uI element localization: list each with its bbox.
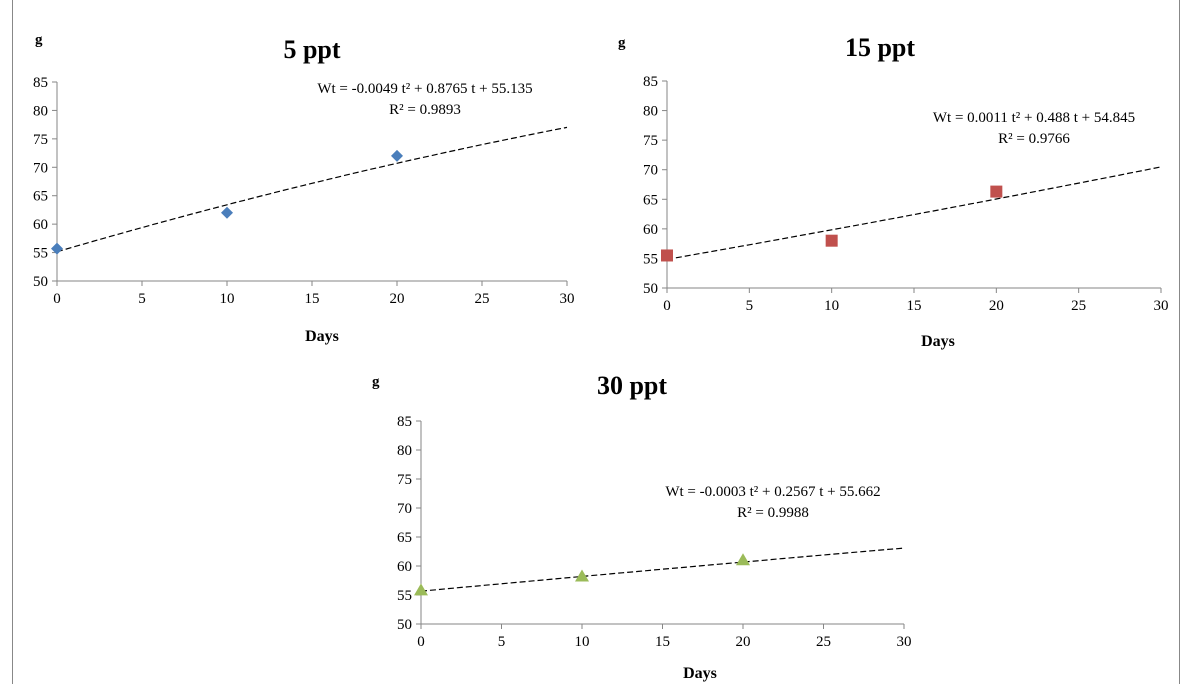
chart-15ppt: g 15 ppt Days Wt = 0.0011 t² + 0.488 t +…: [618, 33, 1169, 350]
chart-30ppt-xlabel: Days: [683, 665, 717, 682]
chart-5ppt-ylabel: g: [35, 32, 43, 48]
data-point: [51, 242, 63, 255]
chart-5ppt-xlabel: Days: [305, 328, 339, 345]
x-tick-label: 15: [907, 298, 922, 314]
y-tick-label: 85: [33, 75, 48, 91]
x-tick-label: 25: [475, 291, 490, 307]
y-tick-label: 75: [397, 472, 412, 488]
y-tick-label: 55: [643, 251, 658, 267]
x-tick-label: 5: [498, 634, 506, 650]
x-tick-label: 15: [655, 634, 670, 650]
chart-15ppt-xlabel: Days: [921, 333, 955, 350]
data-point: [661, 249, 673, 262]
figure-frame: [12, 0, 1180, 684]
x-tick-label: 20: [736, 634, 751, 650]
x-tick-label: 5: [138, 291, 146, 307]
x-tick-label: 20: [390, 291, 405, 307]
x-tick-label: 30: [897, 634, 912, 650]
y-tick-label: 80: [397, 443, 412, 459]
y-tick-label: 65: [397, 530, 412, 546]
x-tick-label: 25: [1071, 298, 1086, 314]
y-tick-label: 75: [33, 132, 48, 148]
chart-15ppt-ylabel: g: [618, 35, 626, 51]
x-tick-label: 10: [220, 291, 235, 307]
chart-15ppt-title: 15 ppt: [845, 33, 915, 62]
x-tick-label: 30: [560, 291, 575, 307]
y-tick-label: 55: [397, 588, 412, 604]
y-tick-label: 55: [33, 246, 48, 262]
chart-5ppt-title: 5 ppt: [283, 35, 340, 64]
y-tick-label: 65: [33, 189, 48, 205]
y-tick-label: 85: [397, 414, 412, 430]
y-tick-label: 70: [643, 163, 658, 179]
data-point: [825, 234, 838, 247]
y-tick-label: 70: [33, 160, 48, 176]
x-tick-label: 30: [1154, 298, 1169, 314]
chart-5ppt-r2: R² = 0.9893: [389, 102, 461, 118]
chart-5ppt-plot: 50 55 60 65 70 75 80 85 0 5 10 15 20 25 30: [33, 75, 575, 307]
y-tick-label: 80: [33, 103, 48, 119]
trendline: [666, 166, 1162, 260]
data-point: [575, 569, 589, 582]
x-tick-label: 20: [989, 298, 1004, 314]
trendline: [420, 547, 905, 592]
chart-30ppt: g 30 ppt Days Wt = -0.0003 t² + 0.2567 t…: [372, 371, 912, 682]
data-point: [414, 583, 428, 596]
x-tick-label: 10: [824, 298, 839, 314]
y-tick-label: 50: [33, 274, 48, 290]
chart-30ppt-equation: Wt = -0.0003 t² + 0.2567 t + 55.662: [665, 484, 880, 500]
y-tick-label: 60: [33, 217, 48, 233]
x-tick-label: 0: [663, 298, 671, 314]
x-tick-label: 10: [575, 634, 590, 650]
trendline: [56, 126, 568, 253]
data-point: [221, 206, 233, 219]
x-tick-label: 5: [746, 298, 754, 314]
data-point: [391, 149, 403, 162]
y-tick-label: 60: [643, 222, 658, 238]
chart-5ppt: g 5 ppt Days Wt = -0.0049 t² + 0.8765 t …: [33, 32, 575, 345]
chart-15ppt-r2: R² = 0.9766: [998, 131, 1070, 147]
y-tick-label: 80: [643, 104, 658, 120]
chart-15ppt-plot: 50 55 60 65 70 75 80 85 0 5 10 15 20 25 30: [643, 74, 1169, 314]
chart-30ppt-title: 30 ppt: [597, 371, 667, 400]
chart-5ppt-equation: Wt = -0.0049 t² + 0.8765 t + 55.135: [317, 81, 532, 97]
chart-15ppt-equation: Wt = 0.0011 t² + 0.488 t + 54.845: [933, 110, 1135, 126]
y-tick-label: 70: [397, 501, 412, 517]
y-tick-label: 50: [397, 617, 412, 633]
y-tick-label: 60: [397, 559, 412, 575]
x-tick-label: 0: [417, 634, 425, 650]
x-tick-label: 25: [816, 634, 831, 650]
y-tick-label: 65: [643, 192, 658, 208]
chart-30ppt-r2: R² = 0.9988: [737, 505, 809, 521]
y-tick-label: 50: [643, 281, 658, 297]
chart-30ppt-plot: 50 55 60 65 70 75 80 85 0 5 10 15 20 25 30: [397, 414, 912, 650]
x-tick-label: 0: [53, 291, 61, 307]
data-point: [736, 553, 750, 566]
y-tick-label: 75: [643, 133, 658, 149]
chart-30ppt-ylabel: g: [372, 374, 380, 390]
data-point: [990, 185, 1003, 198]
y-tick-label: 85: [643, 74, 658, 90]
x-tick-label: 15: [305, 291, 320, 307]
